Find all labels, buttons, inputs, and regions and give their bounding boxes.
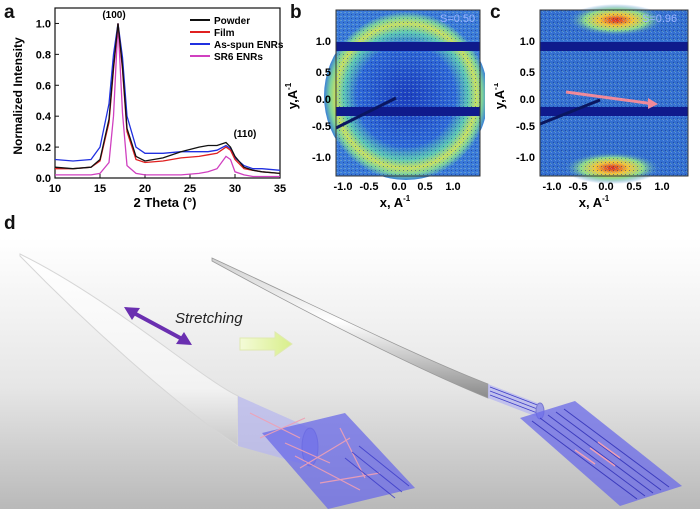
y-tick-label: 0.8: [36, 49, 51, 61]
peak-annotation-110: (110): [234, 129, 257, 140]
panel-label-d: d: [4, 213, 16, 234]
fiber-cutaway: [488, 384, 540, 418]
detector-gap: [540, 42, 688, 51]
process-arrow: [239, 331, 293, 357]
svg-text:0.5: 0.5: [417, 181, 432, 193]
svg-text:1.0: 1.0: [654, 181, 669, 193]
random-mesh-sheet: [262, 413, 415, 509]
y-tick-label: 0.0: [36, 173, 51, 185]
waxs-pattern-b: S=0.50 1.0 0.5 0.0 -0.5 -1.0 -1.0 -0.5 0…: [285, 9, 485, 210]
svg-text:0.0: 0.0: [316, 94, 331, 106]
svg-text:0.0: 0.0: [598, 181, 613, 193]
panel-label-a: a: [4, 2, 15, 23]
order-parameter-label: S=0.50: [440, 13, 475, 25]
y-tick-label: 1.0: [36, 18, 51, 30]
order-parameter-label: S=0.96: [642, 13, 677, 25]
detector-gap: [336, 107, 480, 116]
svg-text:-0.5: -0.5: [312, 121, 331, 133]
x-axis-label: x, A-1: [380, 194, 411, 210]
beamstop-arm: [335, 96, 397, 130]
y-tick-label: 0.4: [36, 111, 52, 123]
y-axis-label: y,A-1: [494, 82, 507, 109]
legend-label: SR6 ENRs: [214, 52, 263, 63]
series-line-3: [55, 23, 280, 178]
stretch-arrow: [131, 310, 185, 342]
series-line-0: [54, 23, 281, 175]
svg-text:0.5: 0.5: [520, 67, 535, 79]
svg-text:-1.0: -1.0: [334, 181, 353, 193]
svg-text:1.0: 1.0: [520, 36, 535, 48]
aligned-mesh-sheet: [520, 401, 682, 506]
svg-text:-0.5: -0.5: [569, 181, 588, 193]
x-tick-label: 35: [274, 183, 286, 195]
detector-gap: [336, 42, 480, 51]
stretching-illustration: Stretching: [0, 238, 700, 509]
beamstop-arm: [539, 98, 601, 126]
x-axis-label: 2 Theta (°): [134, 195, 197, 210]
integration-arrow: [565, 90, 655, 106]
as-spun-fiber: [19, 253, 239, 447]
peak-annotation-100: (100): [102, 10, 125, 21]
x-tick-label: 15: [94, 183, 106, 195]
legend-label: As-spun ENRs: [214, 40, 284, 51]
x-tick-label: 10: [49, 183, 61, 195]
svg-text:-1.0: -1.0: [312, 152, 331, 164]
panel-label-b: b: [290, 2, 302, 23]
svg-text:-0.5: -0.5: [516, 121, 535, 133]
y-axis-label: Normalized Intensity: [11, 37, 25, 155]
waxs-pattern-c: S=0.96 1.0 0.5 0.0 -0.5 -1.0 -1.0 -0.5 0…: [494, 4, 689, 210]
svg-text:0.0: 0.0: [520, 94, 535, 106]
legend-label: Powder: [214, 16, 250, 27]
detector-gap: [540, 107, 688, 116]
x-tick-label: 25: [184, 183, 196, 195]
y-tick-label: 0.6: [36, 80, 51, 92]
x-tick-label: 20: [139, 183, 151, 195]
plot-frame: [54, 7, 281, 179]
svg-text:0.0: 0.0: [391, 181, 406, 193]
svg-text:0.5: 0.5: [316, 67, 331, 79]
svg-text:-0.5: -0.5: [360, 181, 379, 193]
y-axis-label: y,A-1: [285, 82, 300, 109]
stretching-label: Stretching: [175, 310, 243, 327]
legend-label: Film: [214, 28, 235, 39]
y-tick-label: 0.2: [36, 142, 51, 154]
x-axis-label: x, A-1: [579, 194, 610, 210]
panel-label-c: c: [490, 2, 501, 23]
x-tick-label: 30: [229, 183, 241, 195]
svg-text:-1.0: -1.0: [516, 152, 535, 164]
svg-text:1.0: 1.0: [316, 36, 331, 48]
svg-text:-1.0: -1.0: [543, 181, 562, 193]
svg-text:0.5: 0.5: [626, 181, 641, 193]
svg-text:1.0: 1.0: [445, 181, 460, 193]
